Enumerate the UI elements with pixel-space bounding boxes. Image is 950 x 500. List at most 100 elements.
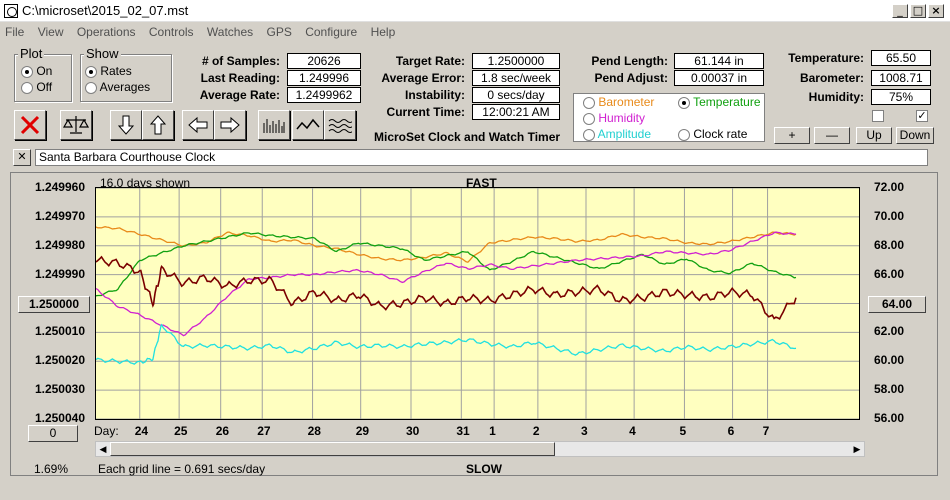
pend-length-field[interactable]: 61.144 in (674, 53, 764, 69)
x-tick-label: 1 (489, 424, 496, 438)
y-left-tick: 1.249960 (34, 180, 85, 194)
sensor-barometer-option[interactable]: Barometer (583, 95, 654, 109)
sensor-barometer-radio[interactable] (583, 96, 595, 109)
sensor-clock-rate-radio[interactable] (678, 128, 690, 141)
app-caption: MicroSet Clock and Watch Timer (374, 130, 561, 144)
target-rate-label: Target Rate: (395, 54, 465, 68)
sensor-clock-rate-label: Clock rate (693, 127, 748, 141)
show-rates-radio[interactable] (85, 65, 97, 78)
target-rate-field[interactable]: 1.2500000 (472, 53, 560, 69)
scroll-left-icon[interactable]: ◀ (99, 444, 107, 454)
y-right-tick: 68.00 (874, 237, 905, 252)
stop-button[interactable] (14, 110, 46, 140)
avg-rate-field: 1.2499962 (287, 87, 361, 103)
horizontal-scrollbar[interactable]: ◀ ▶ (95, 441, 865, 457)
sensor-amplitude-label: Amplitude (597, 127, 652, 141)
sensor-center-button[interactable]: 64.00 (868, 296, 926, 313)
sensor-amplitude-option[interactable]: Amplitude (583, 127, 651, 141)
plus-button[interactable]: + (774, 127, 810, 144)
plot-on-option[interactable]: On (21, 64, 52, 78)
close-window-button[interactable]: × (928, 4, 944, 18)
menu-controls[interactable]: Controls (148, 25, 194, 39)
up-button[interactable]: Up (856, 127, 892, 144)
menu-configure[interactable]: Configure (305, 25, 358, 39)
x-tick-label: 6 (727, 424, 735, 438)
down-button[interactable]: Down (896, 127, 934, 144)
app-icon[interactable] (4, 4, 18, 18)
temperature-field: 65.50 (871, 50, 931, 66)
arrow-up-icon (149, 115, 167, 135)
arrow-right-icon (220, 116, 240, 134)
maximize-button[interactable]: □ (910, 4, 926, 18)
menu-operations[interactable]: Operations (76, 25, 136, 39)
show-rates-option[interactable]: Rates (85, 64, 132, 78)
sensor-temperature-option[interactable]: Temperature (678, 95, 761, 109)
minus-button[interactable]: — (814, 127, 850, 144)
samples-label: # of Samples: (201, 54, 280, 68)
arrow-down-button[interactable] (110, 110, 142, 140)
menu-file[interactable]: File (5, 25, 25, 39)
line-view-button[interactable] (292, 110, 324, 140)
sensor-clock-rate-option[interactable]: Clock rate (678, 127, 747, 141)
rate-center-button[interactable]: 1.250000 (18, 296, 90, 313)
clear-clock-button[interactable]: ✕ (13, 149, 31, 166)
x-tick-label: 3 (581, 424, 588, 438)
bars-view-button[interactable] (258, 110, 290, 140)
instability-label: Instability: (404, 88, 465, 102)
sensor-humidity-radio[interactable] (583, 112, 595, 125)
sensor-selector (573, 93, 765, 142)
x-tick-label: 2 (532, 424, 540, 438)
sensor-temperature-radio[interactable] (678, 96, 690, 109)
x-tick-label: 27 (257, 424, 271, 438)
arrow-up-button[interactable] (142, 110, 174, 140)
chart-panel (10, 172, 938, 476)
sensor-checkbox-2[interactable]: ✓ (916, 110, 928, 122)
y-left-tick: 1.249970 (34, 208, 85, 223)
avg-error-field: 1.8 sec/week (472, 70, 560, 86)
plot-off-label: Off (36, 80, 53, 94)
balance-button[interactable] (60, 110, 92, 140)
sensor-checkbox-1[interactable] (872, 110, 884, 122)
pend-adjust-field: 0.00037 in (674, 70, 764, 86)
show-averages-radio[interactable] (85, 81, 97, 94)
arrow-left-button[interactable] (182, 110, 214, 140)
avg-error-label: Average Error: (381, 71, 465, 85)
show-group (80, 54, 172, 102)
pend-adjust-label: Pend Adjust: (594, 71, 668, 85)
plot-group-label: Plot (18, 46, 45, 61)
menu-watches[interactable]: Watches (206, 25, 254, 39)
sensor-amplitude-radio[interactable] (583, 128, 595, 141)
minimize-button[interactable]: _ (892, 4, 908, 18)
scroll-right-icon[interactable]: ▶ (853, 444, 861, 454)
x-tick-label: 29 (355, 424, 370, 438)
arrow-left-icon (188, 116, 208, 134)
barometer-label: Barometer: (799, 71, 864, 85)
show-averages-option[interactable]: Averages (85, 80, 150, 94)
y-right-tick: 62.00 (874, 324, 905, 339)
menu-gps[interactable]: GPS (266, 25, 292, 39)
plot-on-radio[interactable] (21, 65, 33, 78)
chart-plot-area (95, 187, 860, 420)
pend-length-label: Pend Length: (591, 54, 668, 68)
offset-button[interactable]: 0 (28, 425, 78, 442)
y-right-tick: 72.00 (874, 180, 905, 194)
menu-help[interactable]: Help (370, 25, 396, 39)
bar-chart-icon (263, 119, 285, 133)
y-left-tick: 1.250020 (34, 353, 85, 368)
show-rates-label: Rates (100, 64, 132, 78)
arrow-down-icon (117, 115, 135, 135)
sensor-temperature-label: Temperature (693, 95, 761, 109)
plot-off-radio[interactable] (21, 81, 33, 94)
clock-name-input[interactable]: Santa Barbara Courthouse Clock (35, 149, 928, 166)
smooth-view-button[interactable] (324, 110, 356, 140)
plot-off-option[interactable]: Off (21, 80, 52, 94)
scrollbar-thumb[interactable] (110, 442, 555, 456)
x-tick-label: 25 (174, 424, 188, 438)
x-tick-label: 5 (679, 424, 687, 438)
arrow-right-button[interactable] (214, 110, 246, 140)
menu-view[interactable]: View (37, 25, 64, 39)
y-right-tick: 56.00 (874, 411, 905, 425)
day-axis-label: Day: (94, 424, 119, 438)
sensor-humidity-option[interactable]: Humidity (583, 111, 645, 125)
show-averages-label: Averages (99, 80, 151, 94)
